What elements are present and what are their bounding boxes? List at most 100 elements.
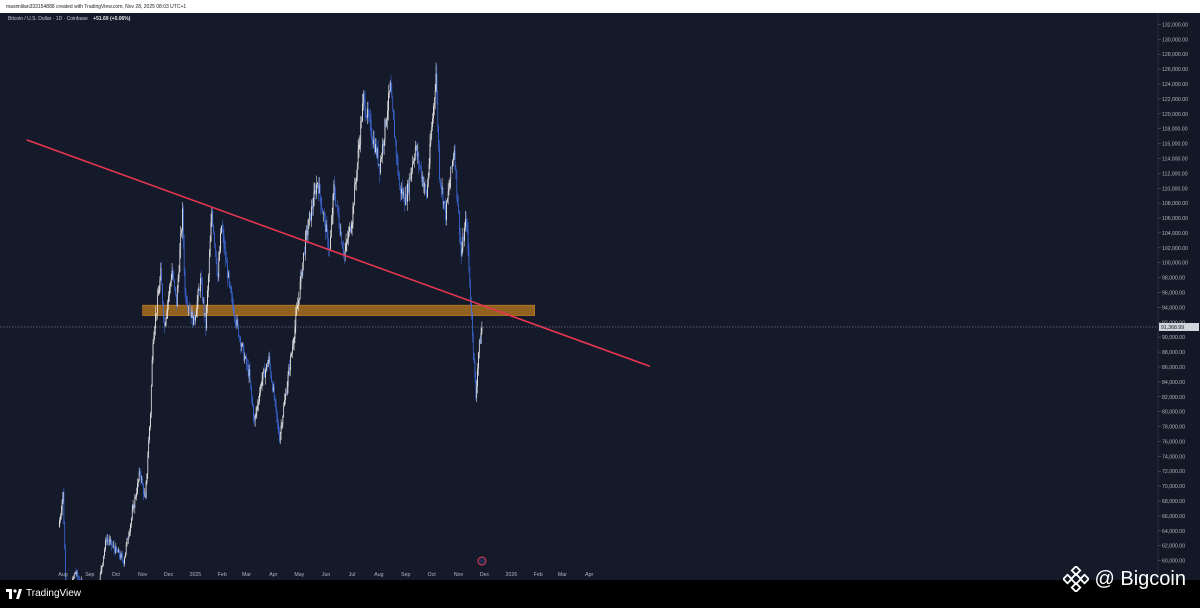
candle	[148, 436, 150, 459]
candle	[255, 406, 257, 419]
candle	[333, 180, 335, 201]
candle-body	[153, 336, 155, 344]
candle-body	[414, 157, 415, 161]
change-label: +51.69 (+0.06%)	[93, 16, 131, 22]
candle	[426, 188, 427, 200]
x-tick-label: Aug	[58, 572, 67, 578]
candle	[162, 283, 163, 306]
candle	[375, 138, 377, 159]
candle-body	[388, 92, 389, 111]
candle-body	[434, 90, 436, 99]
trendline[interactable]	[26, 139, 651, 367]
candle	[266, 359, 268, 372]
candle-body	[292, 343, 294, 348]
candle	[383, 139, 385, 156]
candle-body	[286, 386, 288, 395]
candle-body	[263, 369, 265, 373]
candle-body	[401, 188, 402, 194]
candle-body	[155, 313, 156, 329]
candle	[407, 179, 409, 196]
candle	[269, 351, 271, 370]
candle-body	[413, 160, 414, 163]
candle	[278, 419, 279, 435]
candle-body	[418, 153, 420, 165]
candle-body	[143, 485, 144, 495]
tradingview-logo[interactable]: TradingView	[6, 588, 81, 599]
candle	[217, 272, 219, 283]
candle-body	[60, 510, 62, 516]
candle	[377, 140, 379, 169]
candle	[199, 286, 201, 296]
candle	[414, 140, 416, 161]
candle	[267, 359, 269, 368]
candle	[203, 297, 205, 322]
candle	[300, 269, 302, 290]
candle	[382, 137, 383, 164]
candle-body	[186, 300, 188, 304]
candle	[229, 281, 231, 289]
candle	[457, 193, 459, 206]
candle	[326, 216, 328, 239]
candle-body	[282, 416, 284, 425]
y-tick-label: 76,000.00	[1162, 439, 1185, 445]
x-tick-label: Apr	[269, 572, 277, 578]
candle-body	[310, 212, 311, 221]
candle	[108, 538, 110, 547]
candle	[238, 324, 240, 339]
candle	[436, 64, 438, 105]
candle	[461, 241, 463, 257]
candle-body	[345, 242, 347, 250]
candle	[72, 576, 73, 580]
candle	[131, 504, 133, 521]
candle-body	[436, 73, 438, 95]
candle	[218, 251, 220, 282]
price-chart[interactable]: 132,000.00 130,000.00 128,000.00 126,000.00…	[0, 13, 1200, 580]
candle-body	[166, 312, 168, 319]
candle	[451, 165, 452, 170]
candle	[77, 569, 79, 580]
candle-body	[211, 211, 213, 224]
candle-body	[368, 108, 369, 117]
candle	[410, 167, 412, 182]
candle	[105, 535, 107, 546]
candle	[179, 242, 181, 273]
candle-body	[123, 560, 124, 564]
candle	[475, 371, 477, 400]
candle	[361, 116, 362, 129]
candle-body	[406, 194, 407, 202]
candle	[313, 182, 315, 207]
candle-body	[382, 144, 383, 157]
candle	[151, 356, 153, 387]
candle	[284, 393, 285, 407]
candle	[324, 212, 326, 241]
candle	[321, 197, 323, 212]
candle-body	[432, 118, 433, 128]
chart-frame[interactable]: 132,000.00 130,000.00 128,000.00 126,000.00…	[0, 13, 1200, 580]
candle-body	[343, 248, 344, 254]
candle	[290, 352, 291, 377]
candle-body	[367, 108, 369, 118]
candle	[265, 367, 266, 385]
candle	[64, 520, 66, 550]
candle-body	[203, 299, 205, 315]
candle	[206, 304, 208, 332]
candle	[211, 206, 213, 227]
y-tick-label: 78,000.00	[1162, 425, 1185, 431]
candle-body	[101, 565, 103, 569]
candle	[302, 262, 304, 279]
candle-body	[111, 539, 112, 546]
candle-body	[290, 355, 291, 371]
candle-body	[337, 205, 338, 206]
candle	[293, 336, 295, 351]
candle-body	[221, 225, 222, 233]
candle-body	[225, 248, 227, 261]
candle-body	[415, 146, 417, 148]
candle-body	[198, 289, 200, 291]
candle	[135, 494, 137, 500]
candle-body	[326, 224, 328, 232]
candle	[121, 552, 123, 558]
candle-body	[476, 386, 478, 398]
candle-body	[317, 182, 318, 185]
candle-body	[170, 279, 172, 284]
candle-body	[454, 150, 456, 169]
